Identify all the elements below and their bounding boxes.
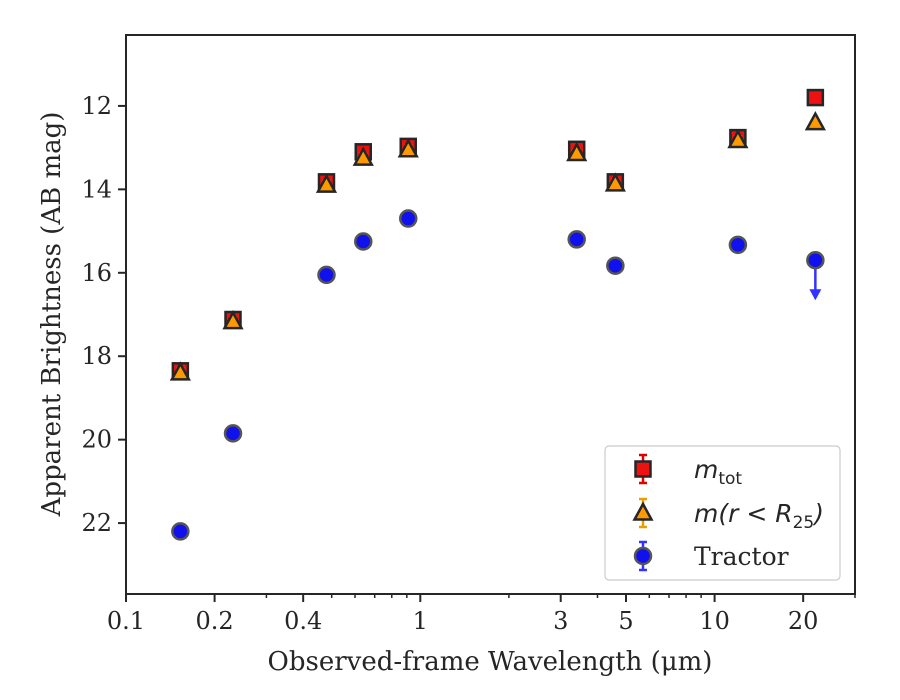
data-point-triangle: [222, 309, 244, 330]
data-point-circle: [317, 265, 336, 285]
y-tick-label-2: 16: [81, 259, 112, 287]
legend-marker-square: [634, 460, 652, 478]
legend-entry-1: m(r < R25): [632, 497, 824, 533]
series-0: [171, 88, 825, 380]
plot-frame: [125, 34, 856, 595]
legend-entry-2: Tractor: [633, 540, 789, 572]
series-2: [171, 209, 825, 541]
legend-box: [604, 445, 841, 581]
upper-limit-arrow: [809, 289, 822, 301]
series-1: [169, 111, 826, 381]
x-tick-label-6: 10: [699, 607, 730, 635]
data-point-circle: [223, 424, 243, 443]
data-point-triangle: [169, 361, 191, 381]
data-point-circle: [398, 209, 418, 228]
x-tick-label-3: 1: [413, 607, 428, 635]
y-tick-label-1: 14: [81, 175, 112, 203]
y-axis-label: Apparent Brightness (AB mag): [37, 112, 67, 518]
y-tick-label-3: 18: [81, 342, 112, 370]
y-tick-label-5: 22: [81, 509, 112, 537]
data-marks: [169, 88, 826, 541]
data-point-circle: [567, 230, 586, 249]
data-point-circle: [171, 522, 190, 541]
data-point-triangle: [397, 138, 419, 158]
data-point-triangle: [804, 111, 826, 131]
y-tick-label-0: 12: [81, 92, 112, 120]
legend: mtot m(r < R25) Tractor: [604, 445, 841, 581]
x-tick-label-7: 20: [788, 607, 819, 635]
x-tick-label-4: 3: [553, 607, 568, 635]
y-tick-label-4: 20: [81, 426, 112, 454]
data-point-triangle: [352, 146, 374, 166]
x-tick-label-2: 0.4: [284, 607, 322, 635]
x-tick-label-1: 0.2: [196, 607, 234, 635]
x-axis-label: Observed-frame Wavelength (μm): [268, 647, 713, 677]
legend-entry-0: mtot: [634, 453, 742, 489]
data-point-triangle: [566, 141, 588, 162]
legend-marker-triangle: [632, 501, 654, 521]
legend-label: Tractor: [694, 542, 789, 571]
data-point-circle: [354, 232, 373, 251]
axes: 0.1 0.2 0.4 1 3 5 10 20 12 14 16 18 20 22: [81, 92, 856, 635]
data-point-triangle: [727, 128, 749, 149]
data-point-circle: [728, 235, 748, 255]
legend-marker-circle: [633, 546, 653, 566]
data-point-circle: [606, 256, 625, 275]
legend-label: mtot: [694, 455, 742, 489]
x-tick-label-0: 0.1: [107, 607, 145, 635]
legend-label: m(r < R25): [694, 499, 824, 533]
data-point-triangle: [315, 173, 338, 193]
data-point-circle: [806, 251, 825, 270]
data-point-triangle: [604, 172, 626, 192]
x-tick-label-5: 5: [618, 607, 633, 635]
data-point-square: [806, 88, 825, 107]
